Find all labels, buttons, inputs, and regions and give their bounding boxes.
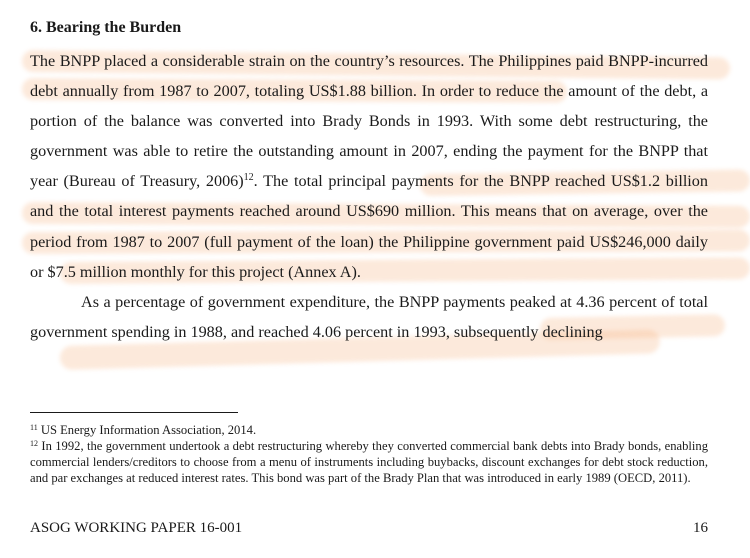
footnote-text: In 1992, the government undertook a debt… [30, 439, 708, 485]
paragraph: As a percentage of government expenditur… [30, 287, 708, 347]
footnote: 11 US Energy Information Association, 20… [30, 422, 708, 438]
footnote-text: US Energy Information Association, 2014. [41, 423, 256, 437]
page-number: 16 [693, 520, 708, 537]
footnotes: 11 US Energy Information Association, 20… [30, 422, 708, 486]
footnote-ref: 12 [244, 172, 254, 183]
section-heading: 6. Bearing the Burden [30, 19, 181, 37]
paragraph: The BNPP placed a considerable strain on… [30, 46, 708, 287]
body-text: The BNPP placed a considerable strain on… [30, 46, 708, 347]
footnote-divider [30, 412, 238, 413]
footnote-number: 11 [30, 423, 38, 432]
footnote-number: 12 [30, 439, 38, 448]
paragraph-text: The BNPP placed a considerable strain on… [30, 52, 708, 190]
footer-series: ASOG WORKING PAPER 16-001 [30, 520, 242, 537]
footnote: 12 In 1992, the government undertook a d… [30, 438, 708, 486]
